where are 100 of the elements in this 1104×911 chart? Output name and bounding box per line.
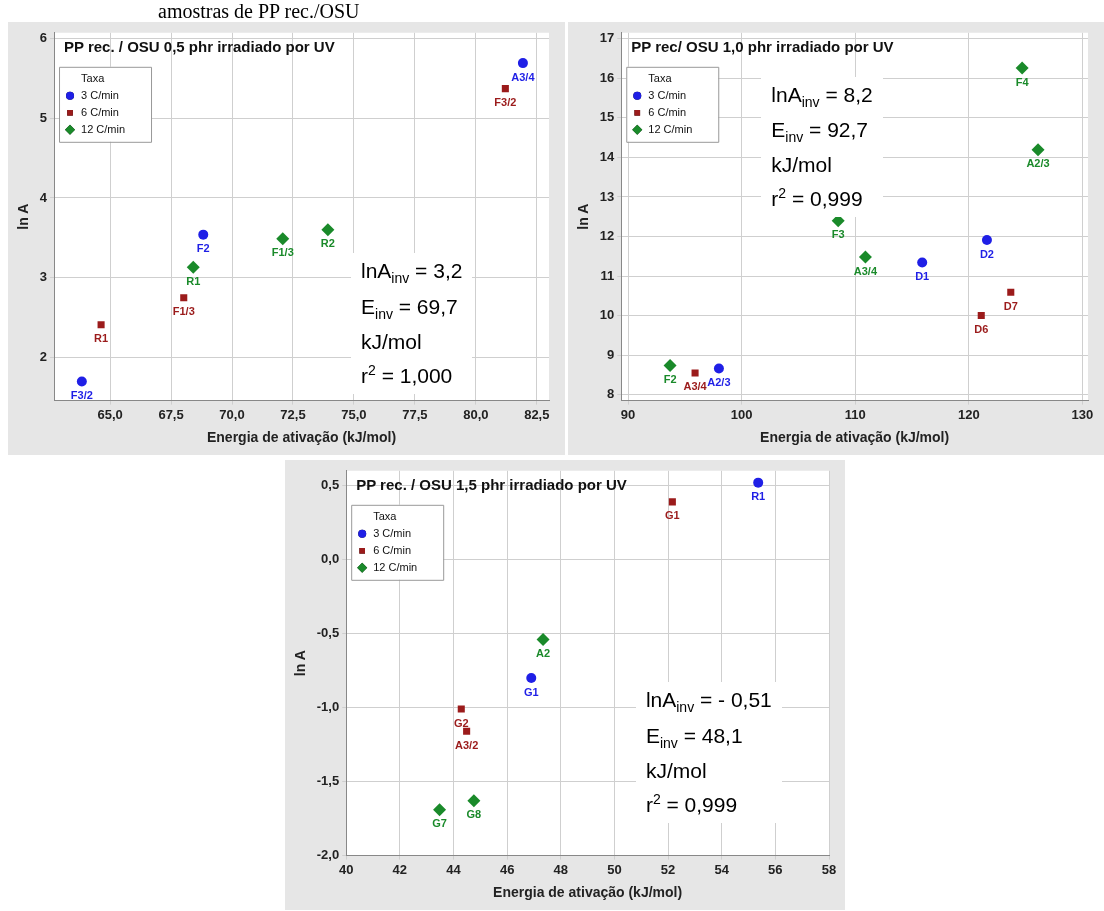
- point: [321, 223, 335, 237]
- point: [663, 358, 677, 372]
- x-tick-label: 82,5: [524, 406, 550, 422]
- annotation: lnA$_{inv}$ = 8,2: [771, 81, 873, 113]
- chart-title: PP rec/ OSU 1,0 phr irradiado por UV: [631, 38, 894, 56]
- x-tick-label: 40: [338, 861, 354, 877]
- legend-title: Taxa: [81, 71, 106, 84]
- x-tick-label: 77,5: [402, 406, 428, 422]
- data-label: D6: [974, 323, 989, 336]
- point: [981, 235, 992, 246]
- annotation: r$^{2}$ = 0,999: [645, 789, 739, 818]
- x-tick-label: 58: [821, 861, 837, 877]
- data-label: F1/3: [172, 305, 195, 318]
- y-tick-label: -0,5: [316, 625, 340, 641]
- chart-title: PP rec. / OSU 1,5 phr irradiado por UV: [356, 476, 627, 494]
- legend-label: 3 C/min: [373, 526, 412, 539]
- point: [501, 85, 509, 93]
- point: [536, 633, 550, 647]
- y-tick-label: 9: [607, 346, 615, 362]
- annotation: lnA$_{inv}$ = - 0,51: [645, 687, 772, 718]
- x-tick-label: 70,0: [219, 406, 245, 422]
- data-label: F4: [1015, 75, 1030, 88]
- data-label: D1: [915, 270, 930, 283]
- point: [977, 312, 985, 320]
- annotation: kJ/mol: [645, 757, 708, 784]
- annotation: kJ/mol: [361, 328, 423, 355]
- x-tick-label: 80,0: [463, 406, 489, 422]
- point: [1031, 143, 1045, 157]
- legend-label: 12 C/min: [373, 560, 418, 573]
- point: [526, 673, 537, 683]
- y-axis-title: ln A: [292, 650, 309, 677]
- annotation: E$_{inv}$ = 92,7: [771, 117, 869, 148]
- legend-label: 12 C/min: [81, 122, 126, 135]
- y-tick-label: 10: [599, 307, 615, 323]
- x-tick-label: 56: [768, 861, 783, 877]
- point: [463, 727, 471, 735]
- point: [198, 229, 209, 240]
- data-label: A2: [536, 647, 551, 660]
- legend-label: 6 C/min: [648, 105, 687, 118]
- data-label: G2: [453, 716, 469, 729]
- y-tick-label: 0,0: [321, 551, 340, 567]
- point: [713, 363, 724, 374]
- data-label: F2: [196, 242, 210, 255]
- data-label: G7: [432, 817, 447, 830]
- x-tick-label: 46: [499, 861, 515, 877]
- x-axis-title: Energia de ativação (kJ/mol): [760, 429, 950, 446]
- point: [1015, 61, 1029, 75]
- y-axis-title: ln A: [15, 203, 32, 230]
- chart-title: PP rec. / OSU 0,5 phr irradiado por UV: [64, 38, 335, 56]
- point: [186, 260, 200, 274]
- data-label: D2: [979, 247, 994, 260]
- y-tick-label: 0,5: [321, 477, 340, 493]
- y-tick-label: 4: [39, 189, 48, 205]
- annotation: r$^{2}$ = 0,999: [771, 184, 864, 213]
- point: [467, 794, 481, 808]
- x-axis-title: Energia de ativação (kJ/mol): [493, 884, 683, 901]
- annotation: E$_{inv}$ = 48,1: [645, 722, 744, 753]
- point: [517, 58, 528, 69]
- legend-label: 3 C/min: [648, 88, 687, 101]
- x-tick-label: 54: [714, 861, 730, 877]
- x-tick-label: 48: [553, 861, 569, 877]
- legend-title: Taxa: [373, 509, 398, 522]
- point: [180, 294, 188, 302]
- y-tick-label: 3: [39, 269, 48, 285]
- data-label: R1: [751, 490, 766, 503]
- data-label: R2: [320, 237, 335, 250]
- data-label: F3/2: [494, 96, 517, 109]
- y-tick-label: 6: [39, 29, 48, 45]
- annotation: kJ/mol: [771, 152, 833, 179]
- chart-subtitle: amostras de PP rec./OSU: [158, 0, 360, 23]
- x-tick-label: 90: [620, 406, 636, 422]
- y-tick-label: 11: [600, 267, 615, 283]
- data-label: F3/2: [70, 388, 93, 401]
- y-tick-label: 13: [599, 188, 615, 204]
- data-label: R1: [94, 332, 109, 345]
- data-label: R1: [186, 274, 201, 287]
- point: [457, 705, 465, 713]
- x-tick-label: 50: [607, 861, 622, 877]
- data-label: A2/3: [1026, 157, 1050, 170]
- data-label: F1/3: [271, 246, 294, 259]
- data-label: A3/4: [683, 380, 708, 393]
- data-label: A3/2: [455, 738, 479, 751]
- y-tick-label: 8: [607, 386, 615, 402]
- legend-label: 6 C/min: [81, 105, 119, 118]
- x-tick-label: 120: [957, 406, 980, 422]
- y-tick-label: 16: [599, 69, 615, 85]
- point: [97, 321, 105, 329]
- legend-label: 12 C/min: [648, 122, 693, 135]
- x-axis-title: Energia de ativação (kJ/mol): [206, 429, 397, 446]
- data-label: G1: [523, 685, 539, 698]
- x-tick-label: 52: [660, 861, 676, 877]
- legend-label: 3 C/min: [81, 88, 119, 101]
- annotation: E$_{inv}$ = 69,7: [361, 293, 459, 324]
- data-label: F3: [831, 228, 845, 241]
- point: [433, 803, 447, 817]
- y-axis-title: ln A: [575, 203, 592, 230]
- point: [691, 369, 699, 377]
- data-label: A2/3: [707, 376, 731, 389]
- data-label: F2: [663, 372, 677, 385]
- x-tick-label: 44: [446, 861, 462, 877]
